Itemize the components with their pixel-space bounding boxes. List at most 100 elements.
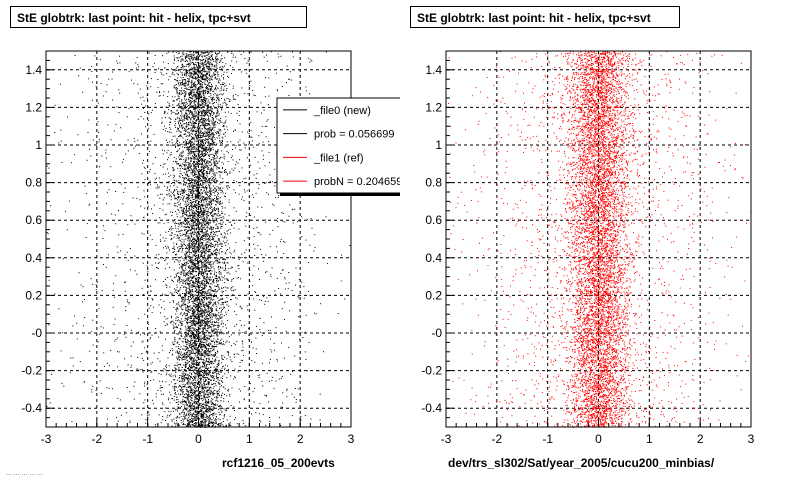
scatter-point xyxy=(189,213,191,215)
scatter-point xyxy=(191,111,193,113)
scatter-point xyxy=(213,417,214,419)
scatter-point xyxy=(186,278,188,280)
scatter-point xyxy=(201,213,203,215)
scatter-point xyxy=(214,234,216,236)
scatter-point xyxy=(242,343,244,345)
scatter-point xyxy=(76,322,78,324)
scatter-point xyxy=(213,156,215,157)
scatter-point xyxy=(198,196,200,198)
scatter-point xyxy=(205,419,207,421)
scatter-point xyxy=(295,399,297,400)
scatter-point xyxy=(200,302,202,304)
scatter-point xyxy=(216,314,218,316)
scatter-point xyxy=(216,131,218,133)
scatter-point xyxy=(202,320,204,322)
scatter-point xyxy=(233,290,234,292)
scatter-point xyxy=(196,179,198,181)
scatter-point xyxy=(196,352,198,354)
scatter-point xyxy=(198,106,200,108)
scatter-point xyxy=(193,65,195,67)
scatter-point xyxy=(254,361,256,363)
scatter-point xyxy=(199,96,201,98)
scatter-point xyxy=(218,62,220,63)
scatter-point xyxy=(198,144,200,145)
scatter-point xyxy=(216,143,218,145)
scatter-point xyxy=(201,407,203,409)
scatter-point xyxy=(198,194,200,196)
scatter-point xyxy=(164,325,166,326)
scatter-point xyxy=(174,288,175,290)
scatter-point xyxy=(185,209,187,211)
scatter-point xyxy=(203,355,205,357)
scatter-point xyxy=(222,378,223,379)
scatter-point xyxy=(60,350,62,352)
scatter-point xyxy=(176,307,178,309)
scatter-point xyxy=(256,227,258,229)
scatter-point xyxy=(199,304,201,306)
scatter-point xyxy=(220,242,222,244)
scatter-point xyxy=(211,414,213,415)
scatter-point xyxy=(192,187,194,189)
scatter-point xyxy=(181,422,183,424)
scatter-point xyxy=(189,75,191,77)
scatter-point xyxy=(188,364,190,366)
scatter-point xyxy=(191,366,193,368)
scatter-point xyxy=(193,67,195,69)
scatter-point xyxy=(172,281,174,282)
scatter-point xyxy=(214,212,216,214)
scatter-point xyxy=(224,156,226,158)
scatter-point xyxy=(190,191,192,192)
scatter-point xyxy=(189,271,191,273)
scatter-point xyxy=(202,171,203,173)
scatter-point xyxy=(184,293,186,295)
scatter-point xyxy=(191,173,193,175)
scatter-point xyxy=(202,113,203,115)
scatter-point xyxy=(203,360,205,362)
scatter-point xyxy=(217,58,219,60)
scatter-point xyxy=(181,378,183,380)
scatter-point xyxy=(232,96,234,98)
scatter-point xyxy=(194,126,196,128)
scatter-point xyxy=(250,51,252,53)
scatter-point xyxy=(216,366,218,368)
scatter-point xyxy=(205,188,207,189)
scatter-point xyxy=(205,153,207,155)
scatter-point xyxy=(242,349,244,351)
scatter-point xyxy=(254,290,256,292)
scatter-point xyxy=(204,307,206,309)
scatter-point xyxy=(176,316,178,318)
scatter-point xyxy=(192,364,194,366)
scatter-point xyxy=(203,187,205,189)
scatter-point xyxy=(202,297,204,299)
scatter-point xyxy=(184,128,185,130)
scatter-point xyxy=(181,156,183,158)
scatter-point xyxy=(190,258,192,260)
scatter-point xyxy=(182,190,184,192)
scatter-point xyxy=(230,295,232,297)
scatter-point xyxy=(70,357,72,359)
scatter-point xyxy=(200,328,202,330)
scatter-point xyxy=(230,287,232,289)
scatter-point xyxy=(189,153,191,155)
scatter-point xyxy=(193,72,195,74)
scatter-point xyxy=(207,361,209,363)
scatter-point xyxy=(192,350,194,352)
scatter-point xyxy=(186,409,188,411)
scatter-point xyxy=(215,198,217,200)
scatter-point xyxy=(216,335,218,337)
scatter-point xyxy=(168,103,170,105)
scatter-point xyxy=(213,90,215,92)
scatter-point xyxy=(180,363,182,365)
scatter-point xyxy=(266,60,268,62)
scatter-point xyxy=(195,268,197,270)
scatter-point xyxy=(193,228,195,230)
scatter-point xyxy=(219,60,221,62)
scatter-point xyxy=(203,350,205,352)
scatter-point xyxy=(178,344,180,346)
scatter-point xyxy=(183,372,185,374)
scatter-point xyxy=(199,137,201,139)
scatter-point xyxy=(190,106,192,108)
scatter-point xyxy=(179,104,181,106)
scatter-point xyxy=(196,330,198,332)
scatter-point xyxy=(174,79,176,80)
